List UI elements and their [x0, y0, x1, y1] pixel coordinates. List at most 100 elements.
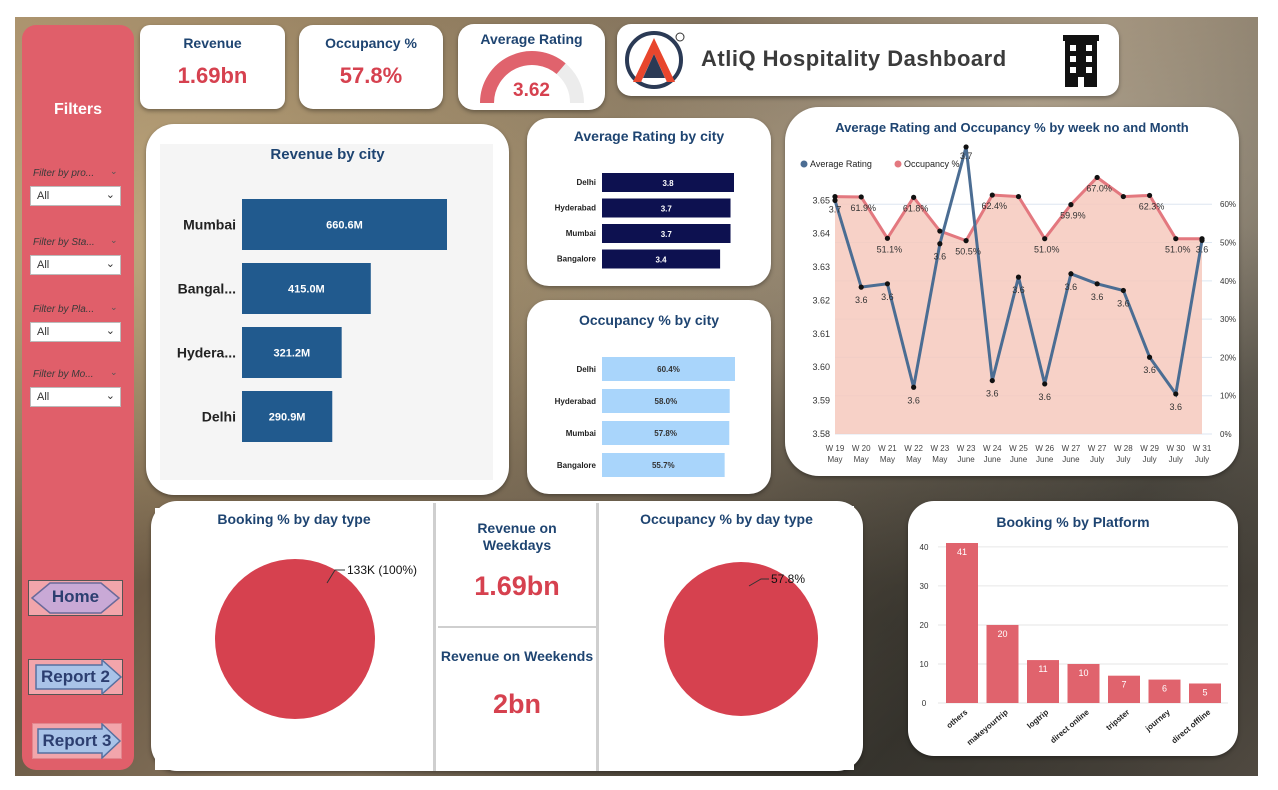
- revenue-by-city-title: Revenue by city: [270, 146, 385, 163]
- occupancy-point[interactable]: [858, 194, 864, 200]
- booking-by-day-type-title: Booking % by day type: [217, 511, 371, 527]
- y-right-tick: 60%: [1220, 200, 1236, 209]
- rating-point[interactable]: [1042, 381, 1048, 387]
- bar[interactable]: [946, 543, 978, 703]
- occupancy-point[interactable]: [963, 238, 969, 244]
- y-left-tick: 3.63: [812, 262, 830, 272]
- occupancy-point[interactable]: [1146, 192, 1153, 199]
- data-label: 3.8: [662, 179, 674, 188]
- bar[interactable]: [1189, 683, 1221, 703]
- filter-platform-chevron-icon[interactable]: ⌄: [110, 302, 118, 312]
- rating-by-city-title: Average Rating by city: [573, 128, 725, 144]
- y-right-tick: 30%: [1220, 315, 1236, 324]
- bar[interactable]: [602, 224, 731, 243]
- x-tick-month: June: [1010, 455, 1028, 464]
- report-3-button[interactable]: Report 3: [32, 722, 122, 760]
- y-tick: 20: [920, 621, 929, 630]
- category-label: tripster: [1104, 708, 1131, 733]
- rating-point[interactable]: [832, 197, 838, 203]
- rating-point[interactable]: [884, 281, 891, 287]
- rating-point[interactable]: [1015, 274, 1022, 280]
- rating-kpi-label: Average Rating: [480, 31, 583, 47]
- occupancy-kpi-card: Occupancy % 57.8%: [299, 25, 443, 109]
- rating-data-label: 3.6: [907, 395, 920, 405]
- occupancy-point[interactable]: [937, 228, 943, 234]
- rating-data-label: 3.6: [1012, 285, 1025, 295]
- rating-point[interactable]: [963, 144, 969, 150]
- rating-point[interactable]: [989, 377, 995, 384]
- rating-data-label: 3.7: [829, 204, 842, 214]
- occupancy-point[interactable]: [989, 192, 995, 198]
- rating-point[interactable]: [911, 384, 917, 390]
- bar[interactable]: [242, 263, 371, 314]
- occupancy-point[interactable]: [884, 235, 891, 241]
- occupancy-point[interactable]: [1094, 174, 1100, 181]
- rating-data-label: 3.6: [1170, 402, 1183, 412]
- occupancy-point[interactable]: [1120, 193, 1126, 200]
- data-label: 415.0M: [288, 284, 325, 296]
- occupancy-point[interactable]: [911, 194, 917, 200]
- occupancy-point[interactable]: [1068, 202, 1074, 208]
- legend-marker: [894, 160, 902, 168]
- bar[interactable]: [602, 357, 735, 381]
- bar[interactable]: [1027, 660, 1059, 703]
- booking-by-platform-chart: 40 30 20 10 0 41 others 20 makeyourtrip 11 logtrip…: [920, 543, 1228, 747]
- bar[interactable]: [602, 421, 730, 445]
- filter-month-dropdown[interactable]: All ⌄: [30, 387, 121, 407]
- bar[interactable]: [602, 249, 721, 269]
- legend-label: Average Rating: [810, 159, 872, 169]
- bar[interactable]: [242, 327, 342, 378]
- building-icon: [1063, 35, 1099, 87]
- data-label: 58.0%: [655, 397, 678, 406]
- rating-point[interactable]: [858, 284, 864, 290]
- revenue-kpi-label: Revenue: [183, 35, 242, 51]
- rating-point[interactable]: [937, 241, 943, 247]
- filter-property-dropdown[interactable]: All ⌄: [30, 186, 121, 206]
- occupancy-point[interactable]: [832, 193, 838, 200]
- divider: [438, 626, 596, 628]
- filter-status-dropdown[interactable]: All ⌄: [30, 255, 121, 275]
- pie-slice[interactable]: [215, 559, 375, 719]
- occupancy-point[interactable]: [1015, 193, 1022, 200]
- occupancy-data-label: 59.9%: [1060, 211, 1086, 221]
- weekday-revenue-card: Revenue on Weekdays 1.69bn: [438, 507, 596, 625]
- filter-month-label: Filter by Mo...: [33, 369, 94, 380]
- bar[interactable]: [602, 198, 731, 218]
- rating-point[interactable]: [1146, 354, 1153, 360]
- filter-month-chevron-icon[interactable]: ⌄: [110, 367, 118, 377]
- bar[interactable]: [1108, 675, 1140, 703]
- rating-data-label: 3.6: [1117, 298, 1130, 308]
- occupancy-point[interactable]: [1042, 236, 1048, 242]
- atliq-logo: [625, 31, 685, 89]
- home-button[interactable]: Home: [28, 580, 123, 616]
- rating-point[interactable]: [1120, 287, 1126, 294]
- rating-point[interactable]: [1068, 271, 1074, 277]
- bar[interactable]: [242, 199, 447, 250]
- divider: [433, 503, 436, 771]
- bar[interactable]: [1067, 663, 1100, 703]
- home-label: Home: [51, 587, 100, 606]
- bar[interactable]: [1148, 679, 1181, 703]
- filter-platform-dropdown[interactable]: All ⌄: [30, 322, 121, 342]
- x-tick-week: W 23: [931, 444, 950, 453]
- rating-point[interactable]: [1173, 391, 1179, 397]
- legend-label: Occupancy %: [904, 159, 960, 169]
- bar[interactable]: [242, 391, 333, 442]
- bar[interactable]: [602, 173, 734, 192]
- data-label: 290.9M: [269, 412, 306, 424]
- filter-status-chevron-icon[interactable]: ⌄: [110, 235, 118, 245]
- y-right-tick: 10%: [1220, 392, 1236, 401]
- x-tick-week: W 23: [957, 444, 976, 453]
- filters-title: Filters: [53, 101, 102, 118]
- x-tick-week: W 19: [826, 444, 845, 453]
- bar[interactable]: [602, 389, 730, 413]
- filter-property-chevron-icon[interactable]: ⌄: [110, 166, 118, 176]
- rating-point[interactable]: [1094, 281, 1100, 287]
- rating-data-label: 3.6: [1143, 365, 1156, 375]
- report-2-button[interactable]: Report 2: [28, 658, 123, 696]
- bar[interactable]: [602, 453, 725, 477]
- bar[interactable]: [986, 624, 1019, 703]
- rating-point[interactable]: [1199, 237, 1205, 244]
- pie-slice[interactable]: [664, 562, 818, 716]
- occupancy-point[interactable]: [1173, 236, 1179, 242]
